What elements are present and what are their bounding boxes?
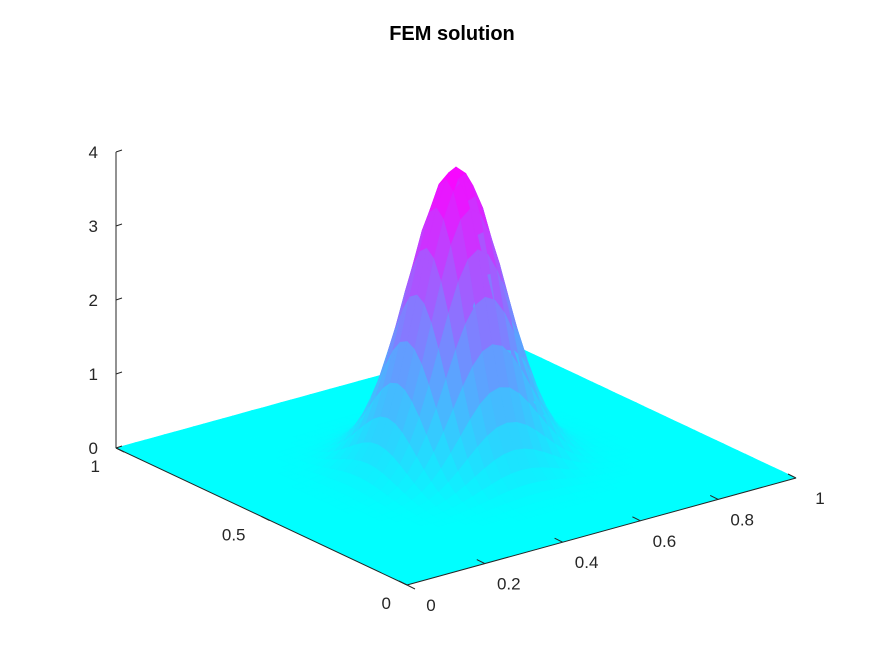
y-tick [261, 516, 270, 521]
x-tick [554, 537, 563, 543]
z-tick-label: 0 [89, 439, 98, 458]
z-tick [115, 297, 123, 301]
z-tick-label: 2 [89, 291, 98, 310]
z-tick-label: 1 [89, 365, 98, 384]
x-tick-label: 0.6 [653, 532, 677, 551]
z-tick [115, 371, 123, 375]
y-tick-label: 0.5 [222, 526, 246, 545]
y-tick-label: 0 [382, 594, 391, 613]
x-tick [787, 473, 797, 479]
z-tick [115, 149, 123, 153]
x-tick [476, 559, 486, 565]
y-tick-label: 1 [91, 457, 100, 476]
tick-marks [115, 149, 797, 590]
x-tick [632, 516, 641, 522]
x-tick-label: 0.4 [575, 553, 599, 572]
z-tick [115, 445, 123, 449]
z-tick-label: 3 [89, 217, 98, 236]
surface-plot [115, 166, 797, 586]
x-tick-label: 0.8 [730, 510, 754, 529]
x-axis-line [406, 477, 797, 586]
chart-title: FEM solution [389, 23, 515, 45]
x-tick-label: 0 [426, 596, 435, 615]
z-tick [115, 223, 123, 227]
x-tick [398, 580, 408, 586]
y-tick [115, 447, 125, 453]
y-tick [406, 584, 416, 590]
z-tick-label: 4 [89, 143, 98, 162]
x-tick-label: 0.2 [497, 575, 521, 594]
x-tick-label: 1 [815, 489, 824, 508]
x-tick [709, 494, 719, 500]
